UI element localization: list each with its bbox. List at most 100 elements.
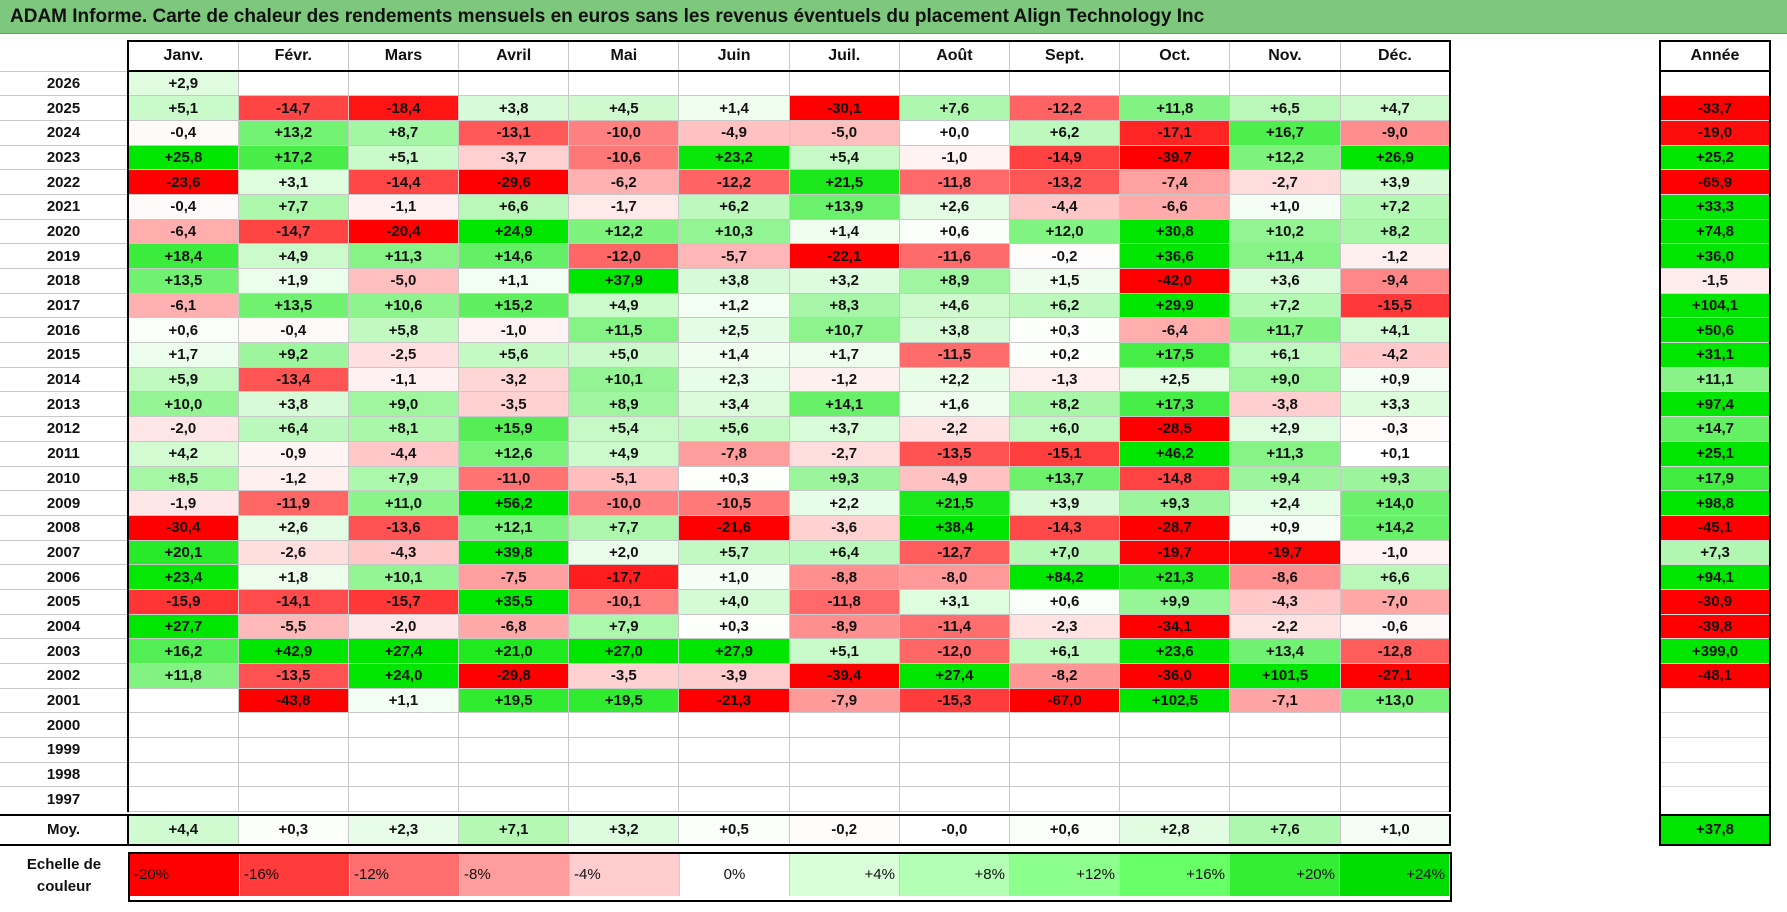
heatmap-cell bbox=[898, 712, 1011, 739]
heatmap-cell: +3,1 bbox=[237, 169, 349, 195]
heatmap-cell: -11,8 bbox=[788, 588, 900, 615]
year-row: 2016 +0,6 -0,4 +5,8 -1,0 +11,5 +2,5 +10,7 +3,8 +0… bbox=[0, 317, 1452, 344]
heatmap-cell: +8,7 bbox=[347, 119, 460, 146]
month-header: Nov. bbox=[1229, 40, 1341, 72]
heatmap-cell: +11,4 bbox=[1229, 243, 1341, 269]
heatmap-cell: -17,7 bbox=[568, 564, 680, 590]
heatmap-cell bbox=[1229, 761, 1341, 788]
heatmap-cell: -0,9 bbox=[237, 440, 349, 467]
heatmap-cell: +10,7 bbox=[788, 317, 900, 344]
annual-cell bbox=[1659, 712, 1771, 738]
heatmap-cell: -2,0 bbox=[347, 613, 460, 640]
annual-cell bbox=[1659, 761, 1771, 787]
heatmap-cell: -17,1 bbox=[1119, 119, 1231, 146]
heatmap-cell: +5,7 bbox=[678, 539, 790, 566]
heatmap-cell bbox=[1008, 786, 1121, 813]
heatmap-cell: -14,9 bbox=[1008, 144, 1121, 171]
month-header: Avril bbox=[458, 40, 570, 72]
heatmap-cell: +39,8 bbox=[458, 539, 570, 566]
average-cell: +3,2 bbox=[568, 813, 680, 846]
heatmap-cell: +5,4 bbox=[788, 144, 900, 171]
heatmap-cell: +9,3 bbox=[788, 465, 900, 492]
heatmap-cell: -13,2 bbox=[1008, 169, 1121, 195]
heatmap-cell: +38,4 bbox=[898, 514, 1011, 541]
heatmap-cell: +1,4 bbox=[678, 95, 790, 121]
heatmap-cell: +7,2 bbox=[1229, 292, 1341, 319]
annual-cell: +74,8 bbox=[1659, 218, 1771, 244]
heatmap-cell: -2,3 bbox=[1008, 613, 1121, 640]
heatmap-cell: -8,0 bbox=[898, 564, 1011, 590]
heatmap-cell bbox=[458, 761, 570, 788]
year-row: 2003 +16,2 +42,9 +27,4 +21,0 +27,0 +27,9 +5,1 -1… bbox=[0, 638, 1452, 664]
heatmap-cell bbox=[898, 70, 1011, 97]
month-header-row: Janv. Févr. Mars Avril Mai Juin Juil. Août Sept.… bbox=[0, 40, 1452, 72]
heatmap-cell: +3,9 bbox=[1008, 490, 1121, 516]
heatmap-cell: +0,9 bbox=[1229, 514, 1341, 541]
heatmap-cell: -19,7 bbox=[1119, 539, 1231, 566]
annual-cell bbox=[1659, 687, 1771, 713]
annual-cell: -39,8 bbox=[1659, 613, 1771, 639]
heatmap-cell: -3,5 bbox=[568, 663, 680, 689]
heatmap-cell: -10,0 bbox=[568, 490, 680, 516]
heatmap-cell: +6,0 bbox=[1008, 416, 1121, 442]
year-label: 2002 bbox=[0, 663, 129, 689]
heatmap-cell bbox=[1119, 712, 1231, 739]
heatmap-cell: -15,5 bbox=[1339, 292, 1452, 319]
heatmap-cell: -29,8 bbox=[458, 663, 570, 689]
heatmap-cell: -6,8 bbox=[458, 613, 570, 640]
heatmap-cell bbox=[1229, 737, 1341, 763]
heatmap-cell: -3,9 bbox=[678, 663, 790, 689]
heatmap-cell: -39,4 bbox=[788, 663, 900, 689]
year-label: 2024 bbox=[0, 119, 129, 146]
heatmap-cell: -7,0 bbox=[1339, 588, 1452, 615]
heatmap-cell: +3,8 bbox=[458, 95, 570, 121]
heatmap-cell: -11,5 bbox=[898, 342, 1011, 368]
heatmap-cell bbox=[237, 712, 349, 739]
heatmap-cell: -3,7 bbox=[458, 144, 570, 171]
heatmap-cell: -2,5 bbox=[347, 342, 460, 368]
heatmap-cell: +9,0 bbox=[1229, 366, 1341, 393]
heatmap-cell: -8,8 bbox=[788, 564, 900, 590]
heatmap-cell: +7,0 bbox=[1008, 539, 1121, 566]
annual-cell: -45,1 bbox=[1659, 514, 1771, 541]
heatmap-cell: +5,0 bbox=[568, 342, 680, 368]
heatmap-cell: -4,3 bbox=[347, 539, 460, 566]
heatmap-cell: +8,9 bbox=[898, 268, 1011, 294]
month-header: Sept. bbox=[1008, 40, 1121, 72]
color-scale-label: Echelle de couleur bbox=[26, 856, 102, 895]
heatmap-cell bbox=[1008, 70, 1121, 97]
heatmap-cell: -15,7 bbox=[347, 588, 460, 615]
heatmap-cell bbox=[127, 687, 239, 714]
heatmap-cell: +24,0 bbox=[347, 663, 460, 689]
heatmap-cell: +4,6 bbox=[898, 292, 1011, 319]
heatmap-cell: -4,2 bbox=[1339, 342, 1452, 368]
heatmap-cell: -6,2 bbox=[568, 169, 680, 195]
heatmap-cell: -0,4 bbox=[237, 317, 349, 344]
average-cell: +1,0 bbox=[1339, 813, 1452, 846]
heatmap-cell: +3,1 bbox=[898, 588, 1011, 615]
heatmap-cell bbox=[788, 786, 900, 813]
heatmap-cell: -36,0 bbox=[1119, 663, 1231, 689]
heatmap-cell: -21,3 bbox=[678, 687, 790, 714]
heatmap-cell: +0,0 bbox=[898, 119, 1011, 146]
heatmap-cell: -19,7 bbox=[1229, 539, 1341, 566]
heatmap-cell: -12,0 bbox=[898, 638, 1011, 664]
year-label: 2026 bbox=[0, 70, 129, 97]
annual-cell bbox=[1659, 737, 1771, 763]
heatmap-cell: +14,0 bbox=[1339, 490, 1452, 516]
heatmap-cell: -11,8 bbox=[898, 169, 1011, 195]
year-label: 1999 bbox=[0, 737, 129, 763]
heatmap-cell: +17,5 bbox=[1119, 342, 1231, 368]
heatmap-cell: -0,4 bbox=[127, 193, 239, 220]
heatmap-cell: -14,4 bbox=[347, 169, 460, 195]
heatmap-cell: +6,6 bbox=[1339, 564, 1452, 590]
color-scale-swatch: -12% bbox=[350, 854, 460, 896]
heatmap-cell: +4,9 bbox=[237, 243, 349, 269]
month-header: Févr. bbox=[237, 40, 349, 72]
heatmap-cell: +1,4 bbox=[678, 342, 790, 368]
heatmap-cell: +3,6 bbox=[1229, 268, 1341, 294]
heatmap-cell: +8,3 bbox=[788, 292, 900, 319]
heatmap-cell: +18,4 bbox=[127, 243, 239, 269]
heatmap-cell bbox=[1119, 761, 1231, 788]
heatmap-cell: -43,8 bbox=[237, 687, 349, 714]
